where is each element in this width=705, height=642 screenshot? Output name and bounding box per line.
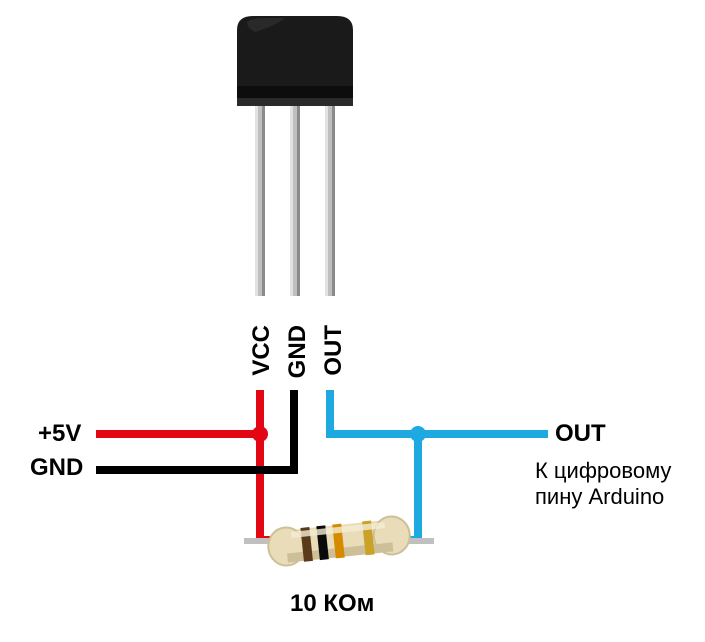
label-out-right: OUT	[555, 420, 606, 448]
pin-label-out: OUT	[320, 325, 348, 376]
label-out-sub2: пину Arduino	[535, 484, 664, 510]
wire-gnd-horiz	[96, 466, 298, 474]
wire-out-horiz1	[326, 430, 418, 438]
label-gnd-left: GND	[30, 454, 83, 482]
label-resistor: 10 КОм	[290, 590, 374, 618]
wire-out-horiz2	[418, 430, 548, 438]
sensor-component	[225, 12, 365, 312]
resistor	[244, 508, 434, 578]
wire-vcc-horiz	[96, 430, 264, 438]
label-5v: +5V	[38, 420, 81, 448]
pin-label-gnd: GND	[284, 325, 312, 378]
pin-label-vcc: VCC	[248, 325, 276, 376]
label-out-sub1: К цифровому	[535, 458, 671, 484]
wire-gnd-vert	[290, 390, 298, 474]
